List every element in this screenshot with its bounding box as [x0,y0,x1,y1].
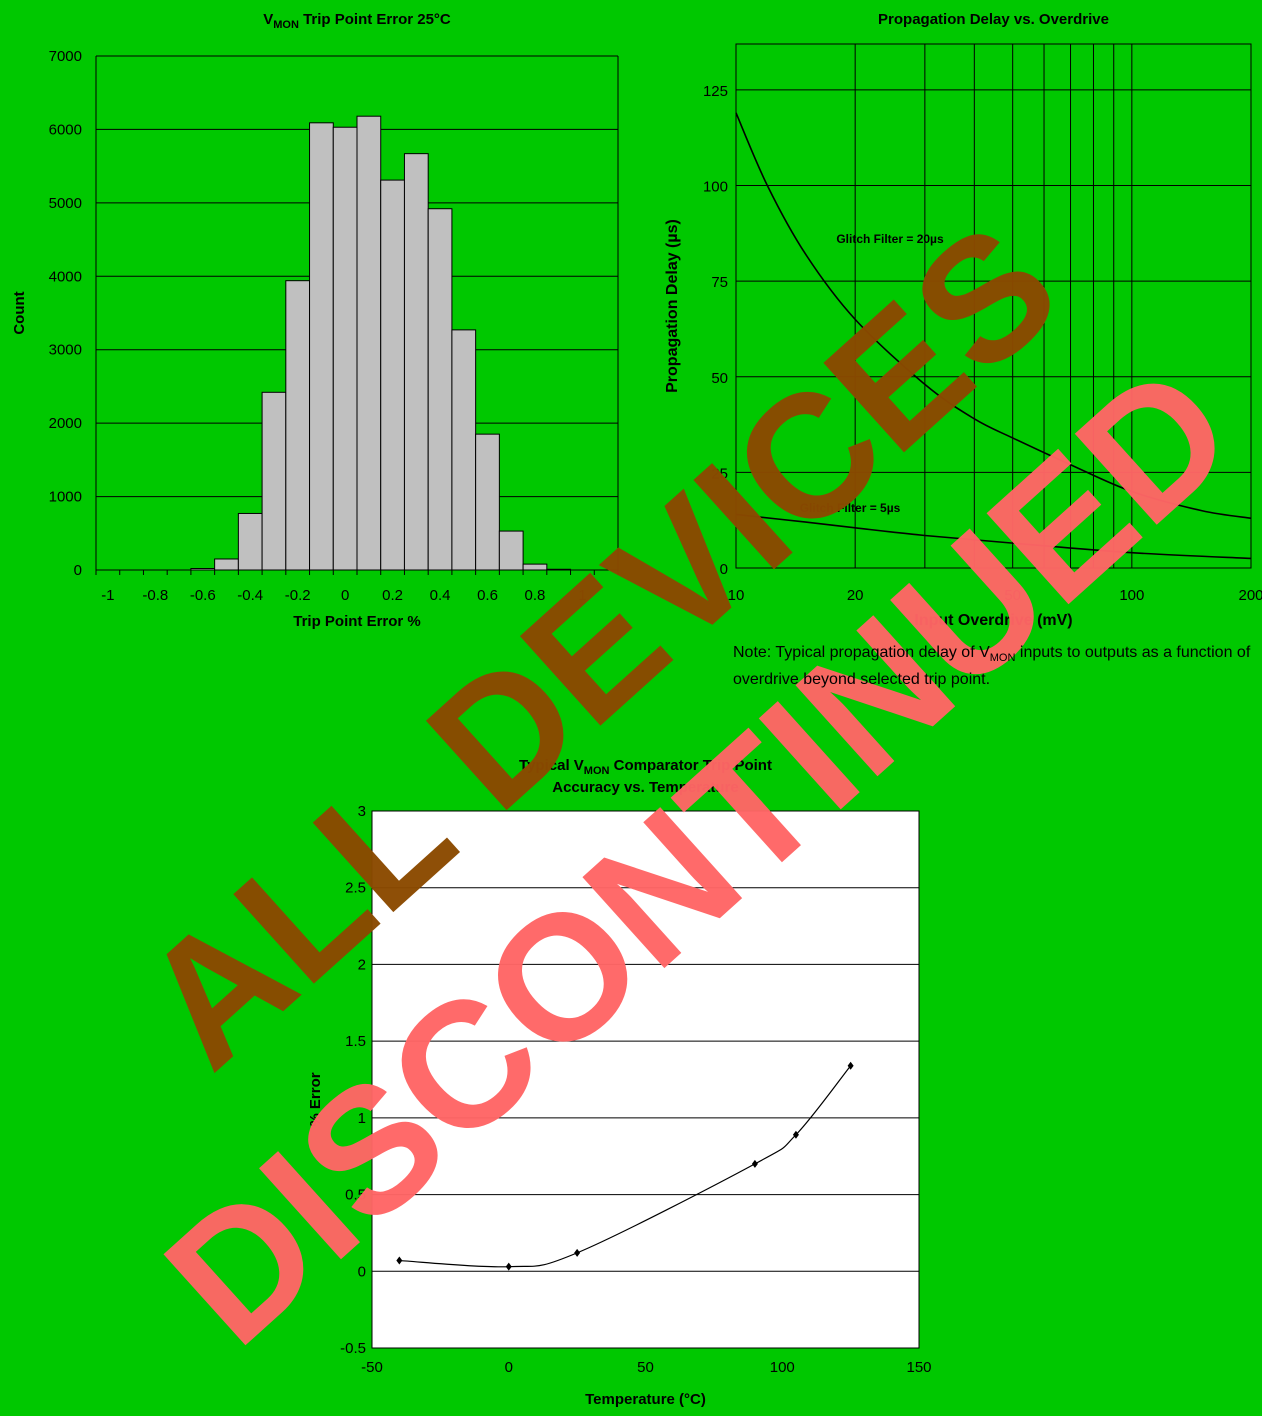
propagation-x-label: Input Overdrive (mV) [914,612,1072,629]
histogram-x-tick-label: 1 [578,587,586,604]
propagation-y-tick-label: 125 [703,83,728,100]
propagation-title: Propagation Delay vs. Overdrive [878,11,1109,28]
histogram-y-tick-label: 4000 [49,268,82,285]
accuracy-x-tick-label: 50 [637,1359,654,1376]
histogram-title: VMON Trip Point Error 25°C [263,11,451,31]
accuracy-title-b: Comparator Trip Point [609,757,772,774]
accuracy-y-tick-label: 2.5 [345,880,366,897]
histogram-y-tick-label: 3000 [49,342,82,359]
note-suffix: inputs to outputs as a function of overd… [733,644,1251,689]
accuracy-data-point [751,1159,758,1168]
histogram-x-label: Trip Point Error % [293,613,421,630]
histogram-bar [356,115,382,571]
histogram-bar [332,126,358,571]
histogram-x-tick-label: -0.6 [190,587,216,604]
accuracy-data-point [792,1130,799,1139]
accuracy-trend-line [399,1065,852,1268]
histogram-x-tick-label: 0.6 [477,587,498,604]
histogram-y-tick-label: 6000 [49,121,82,138]
propagation-series-line [735,513,1252,560]
accuracy-y-tick-label: 2 [358,956,366,973]
accuracy-x-tick-label: -50 [361,1359,383,1376]
histogram-y-tick-label: 0 [74,562,82,579]
histogram-y-tick-label: 5000 [49,195,82,212]
propagation-group: 0 25 50 75 100 125 10 20 50 100 200 Glitch Filter =… [664,11,1262,629]
propagation-series-line [735,112,1252,520]
histogram-title-sub: MON [273,19,299,31]
accuracy-y-tick-label: 0 [358,1263,366,1280]
propagation-x-tick-label: 20 [847,587,864,604]
histogram-title-main: V [263,11,273,28]
histogram-x-tick-label: -0.4 [237,587,263,604]
propagation-y-tick-label: 75 [711,274,728,291]
accuracy-x-label: Temperature (°C) [585,1391,706,1408]
histogram-x-tick-label: 0 [341,587,349,604]
histogram-x-tick-label: 0.8 [525,587,546,604]
histogram-x-tick-label: -0.2 [285,587,311,604]
propagation-x-tick-label: 50 [1004,587,1021,604]
accuracy-y-tick-label: 1 [358,1110,366,1127]
histogram-x-tick-label: 0.2 [382,587,403,604]
accuracy-x-tick-label: 100 [770,1359,795,1376]
propagation-x-tick-label: 100 [1119,587,1144,604]
accuracy-x-tick-label: 0 [505,1359,513,1376]
histogram-bar [214,558,239,571]
histogram-bar [380,179,405,571]
accuracy-title-line1: Typical VMON Comparator Trip Point [519,757,772,777]
accuracy-y-tick-label: -0.5 [340,1340,366,1357]
propagation-series-label: Glitch Filter = 5µs [800,501,901,515]
accuracy-title-line2: Accuracy vs. Temperature [552,779,738,796]
propagation-y-label: Propagation Delay (µs) [664,219,681,393]
histogram-y-tick-label: 1000 [49,489,82,506]
histogram-group: 0 1000 2000 3000 4000 5000 6000 7000 -1 -0.8 -0.6 -… [11,11,619,630]
accuracy-y-tick-label: 1.5 [345,1033,366,1050]
accuracy-data-point [505,1262,512,1271]
histogram-y-tick-label: 7000 [49,48,82,65]
accuracy-y-tick-label: 3 [358,803,366,820]
accuracy-data-point [396,1256,403,1265]
histogram-title-rest: Trip Point Error 25°C [299,11,451,28]
propagation-y-tick-label: 25 [711,465,728,482]
propagation-note: Note: Typical propagation delay of VMON … [733,642,1253,690]
propagation-series-label: Glitch Filter = 20µs [836,232,944,246]
histogram-x-tick-label: 0.4 [430,587,451,604]
accuracy-y-tick-label: 0.5 [345,1187,366,1204]
histogram-bar [498,530,524,571]
propagation-x-tick-label: 10 [728,587,745,604]
propagation-y-tick-label: 0 [720,561,728,578]
accuracy-x-tick-label: 150 [906,1359,931,1376]
histogram-y-tick-label: 2000 [49,415,82,432]
propagation-y-tick-label: 100 [703,179,728,196]
propagation-x-tick-label: 200 [1238,587,1262,604]
accuracy-group: -0.5 0 0.5 1 1.5 2 2.5 3 -50 0 50 100 150 Typical VMO… [307,757,932,1408]
note-prefix: Note: Typical propagation delay of V [733,644,990,661]
accuracy-data-point [847,1061,854,1070]
propagation-y-tick-label: 50 [711,370,728,387]
histogram-y-label: Count [11,291,28,334]
histogram-x-tick-label: -0.8 [142,587,168,604]
accuracy-data-point [574,1248,581,1257]
accuracy-title-sub: MON [584,765,610,777]
histogram-bar [475,433,500,571]
histogram-bar [237,512,263,571]
accuracy-y-label: % Error [307,1072,324,1126]
histogram-bar [285,280,311,571]
histogram-bar [309,122,334,571]
accuracy-plot-area [371,810,920,1349]
histogram-bar [261,391,287,571]
histogram-bar [451,329,477,571]
histogram-bar [403,153,429,571]
histogram-bar [427,208,453,571]
note-subscript: MON [989,652,1016,665]
histogram-x-tick-label: -1 [101,587,114,604]
accuracy-title-a: Typical V [519,757,584,774]
